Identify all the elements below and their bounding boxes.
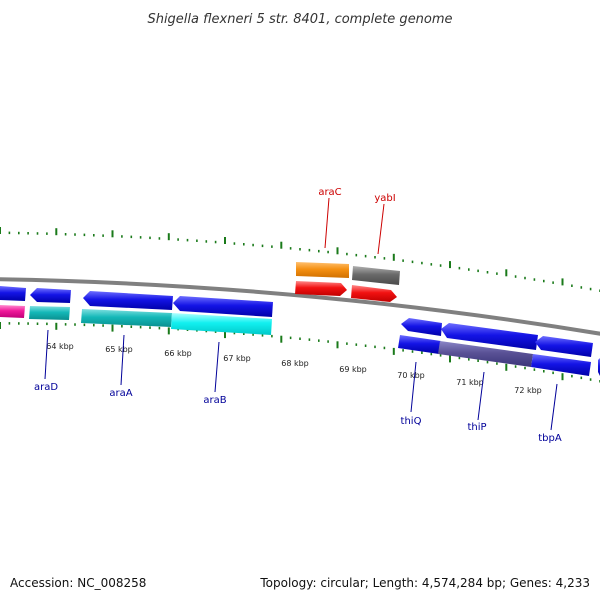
leader-yabI: [377, 203, 385, 255]
gene-thiP: [441, 323, 538, 350]
gene-label-araB: araB: [203, 395, 226, 406]
scale-label-67kbp: 67 kbp: [223, 354, 251, 363]
leader-araD: [44, 329, 49, 380]
gene-araB: [173, 296, 273, 317]
scale-label-69kbp: 69 kbp: [339, 365, 367, 374]
leader-thiP: [477, 371, 485, 421]
outer-tick-ring: [0, 227, 600, 292]
scale-label-68kbp: 68 kbp: [281, 359, 309, 368]
gene-thiP-cog: [438, 341, 533, 367]
gene-tbpA-cog: [531, 354, 591, 376]
gene-thiQ-cog: [398, 335, 441, 354]
leader-araC: [324, 197, 330, 249]
leader-tbpA: [550, 383, 558, 431]
scale-label-70kbp: 70 kbp: [397, 371, 425, 380]
leader-araB: [214, 341, 220, 393]
forward-gene-labels: araC yabI: [318, 187, 396, 255]
reverse-features: [0, 286, 600, 376]
scale-labels: 64 kbp 65 kbp 66 kbp 67 kbp 68 kbp 69 kb…: [46, 342, 542, 395]
gene-araC-cog: [296, 262, 349, 278]
map-title: Shigella flexneri 5 str. 8401, complete …: [147, 12, 452, 27]
gene-label-araA: araA: [109, 388, 132, 399]
gene-araB-cog: [171, 313, 272, 335]
leader-thiQ: [410, 361, 417, 413]
gene-thiQ: [401, 318, 442, 336]
scale-label-72kbp: 72 kbp: [514, 386, 542, 395]
gene-label-araD: araD: [34, 382, 58, 393]
gene-label-araC: araC: [318, 187, 341, 198]
reverse-gene-labels: araD araA araB thiQ thiP tbpA: [34, 329, 562, 444]
gene-araC: [295, 281, 347, 296]
topology-summary: Topology: circular; Length: 4,574,284 bp…: [260, 576, 590, 590]
gene-araA-cog: [81, 309, 172, 327]
genome-backbone: [0, 277, 600, 336]
gene-araD-partial: [0, 286, 26, 301]
gene-label-thiP: thiP: [467, 422, 486, 433]
gene-araD-cog: [29, 306, 70, 320]
gene-araD: [30, 288, 71, 303]
gene-label-tbpA: tbpA: [538, 433, 562, 444]
forward-features: [295, 262, 400, 302]
gene-tbpA: [535, 336, 593, 357]
gene-araA: [83, 291, 173, 310]
scale-label-71kbp: 71 kbp: [456, 378, 484, 387]
gene-label-yabI: yabI: [374, 193, 395, 204]
gene-yabI: [351, 285, 397, 302]
scale-label-65kbp: 65 kbp: [105, 345, 133, 354]
gene-yabI-cog: [352, 266, 400, 285]
gene-label-thiQ: thiQ: [401, 416, 422, 427]
gene-araD-cog-partial: [0, 305, 25, 318]
scale-label-66kbp: 66 kbp: [164, 349, 192, 358]
leader-araA: [120, 334, 125, 386]
accession-text: Accession: NC_008258: [10, 576, 147, 590]
scale-label-64kbp: 64 kbp: [46, 342, 74, 351]
